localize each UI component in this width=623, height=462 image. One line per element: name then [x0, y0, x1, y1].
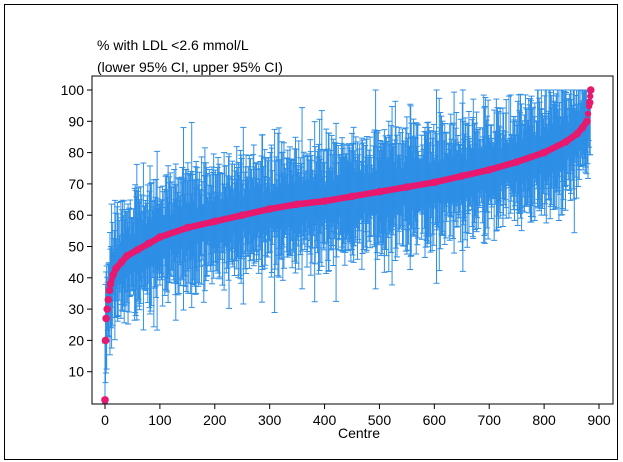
data-point	[585, 98, 594, 107]
data-point	[156, 233, 164, 241]
data-point	[104, 295, 113, 304]
data-point	[145, 239, 153, 248]
data-point	[586, 86, 595, 94]
y-tick-label: 20	[68, 332, 84, 348]
data-point	[485, 166, 494, 174]
x-tick-label: 300	[258, 412, 282, 428]
point-estimates	[101, 86, 595, 404]
x-tick-label: 100	[148, 412, 172, 428]
data-point	[583, 117, 591, 126]
data-point	[103, 305, 111, 313]
data-point	[265, 205, 274, 213]
data-point	[210, 217, 219, 226]
y-tick-label: 40	[68, 270, 84, 286]
y-axis: 10 20 30 40 50 60 70 80 90 100	[61, 82, 92, 380]
data-point	[293, 200, 301, 209]
data-point	[183, 223, 192, 232]
x-axis-label: Centre	[338, 425, 380, 441]
chart-title-line-1: % with LDL <2.6 mmol/L	[97, 37, 249, 53]
data-point	[112, 264, 120, 273]
y-tick-label: 10	[68, 364, 84, 380]
x-axis: 0 100 200 300 400 500 600 700 800 900	[101, 404, 611, 428]
data-point	[587, 93, 594, 100]
data-point	[573, 130, 581, 138]
data-point	[238, 211, 247, 219]
x-tick-label: 800	[532, 412, 556, 428]
data-point	[584, 110, 592, 117]
x-tick-label: 700	[478, 412, 502, 428]
data-point	[109, 270, 118, 279]
data-point	[562, 137, 570, 146]
ci-error-bars	[102, 89, 594, 404]
y-tick-label: 70	[68, 176, 84, 192]
y-tick-label: 90	[68, 113, 84, 129]
x-tick-label: 600	[423, 412, 447, 428]
plot-area	[91, 75, 614, 405]
data-point	[348, 192, 356, 201]
data-point	[105, 286, 114, 295]
data-point	[106, 280, 115, 288]
data-point	[457, 172, 466, 180]
data-point	[134, 245, 142, 254]
data-point	[320, 197, 329, 205]
y-tick-label: 30	[68, 301, 84, 317]
y-tick-label: 100	[61, 82, 85, 98]
data-point	[375, 187, 384, 196]
y-tick-label: 80	[68, 145, 84, 161]
data-point	[540, 148, 548, 157]
chart-title-line-2: (lower 95% CI, upper 95% CI)	[97, 59, 283, 75]
data-point	[101, 396, 109, 404]
data-point	[403, 183, 411, 191]
data-point	[117, 258, 126, 266]
y-tick-label: 50	[68, 239, 84, 255]
x-tick-label: 200	[203, 412, 227, 428]
data-point	[123, 252, 131, 260]
x-tick-label: 0	[101, 412, 109, 428]
x-tick-label: 400	[313, 412, 337, 428]
data-point	[578, 123, 587, 132]
data-point	[430, 178, 439, 187]
y-tick-label: 60	[68, 207, 84, 223]
x-tick-label: 500	[368, 412, 392, 428]
data-point	[101, 336, 110, 345]
x-tick-label: 900	[587, 412, 611, 428]
data-point	[512, 158, 521, 166]
data-point	[102, 314, 110, 323]
